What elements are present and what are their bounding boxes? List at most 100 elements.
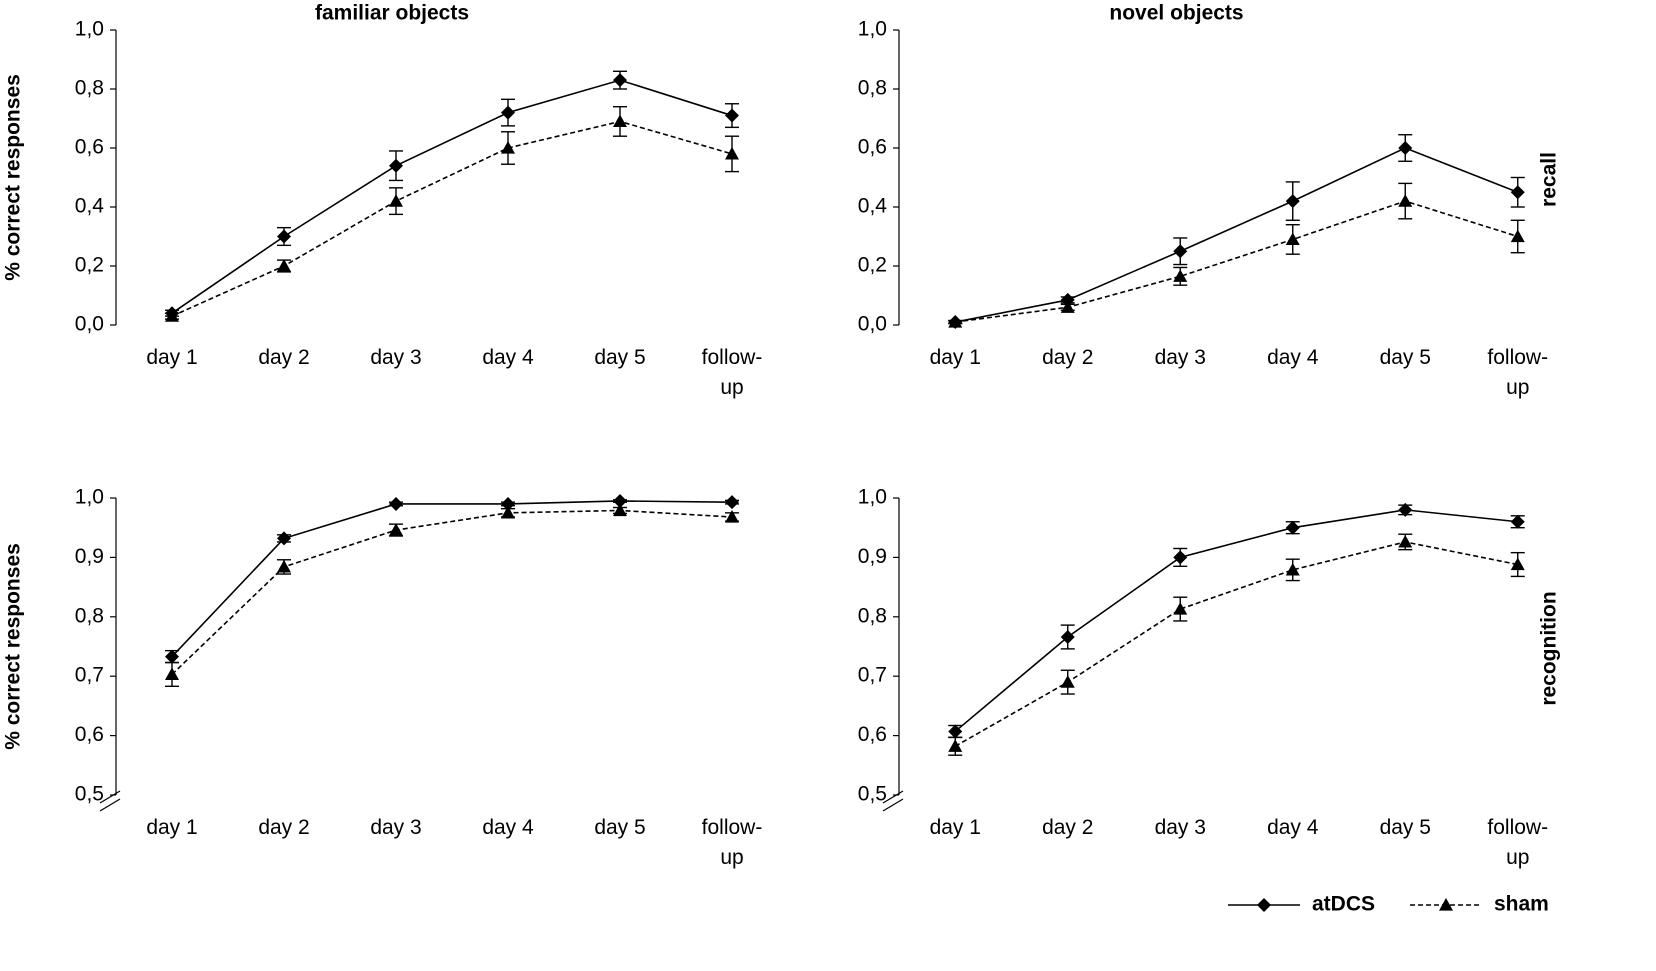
x-tick-label: day 5 bbox=[1379, 816, 1431, 839]
y-tick-label: 0,8 bbox=[75, 77, 104, 100]
axis-break bbox=[99, 798, 121, 812]
marker bbox=[1510, 557, 1525, 571]
marker bbox=[1398, 141, 1413, 155]
chart-title: familiar objects bbox=[315, 2, 469, 25]
series-line bbox=[171, 79, 733, 314]
marker bbox=[389, 523, 403, 536]
y-tick-label: 0,8 bbox=[858, 604, 887, 627]
x-tick-label: day 2 bbox=[258, 346, 310, 369]
marker bbox=[613, 503, 627, 517]
x-tick-label: day 5 bbox=[594, 346, 646, 369]
y-axis-label: % correct responses bbox=[2, 543, 25, 750]
axis-break bbox=[99, 790, 121, 804]
row-label: recognition bbox=[1538, 591, 1561, 705]
x-tick-label: day 4 bbox=[1267, 346, 1319, 369]
marker bbox=[389, 194, 403, 207]
marker bbox=[1510, 229, 1525, 243]
y-tick-label: 0,8 bbox=[75, 604, 104, 627]
marker bbox=[613, 114, 627, 128]
marker bbox=[165, 309, 179, 322]
marker bbox=[948, 315, 963, 328]
marker bbox=[613, 493, 627, 508]
y-tick-label: 1,0 bbox=[75, 18, 104, 41]
marker bbox=[1285, 520, 1300, 535]
marker bbox=[389, 496, 403, 511]
marker bbox=[501, 505, 515, 519]
y-tick-label: 0,6 bbox=[75, 723, 104, 746]
marker bbox=[1398, 194, 1413, 207]
series-line bbox=[955, 200, 1518, 323]
y-tick-label: 0,5 bbox=[858, 783, 887, 806]
y-tick-label: 0,9 bbox=[858, 545, 887, 568]
marker bbox=[1060, 300, 1075, 313]
series-line bbox=[954, 509, 1518, 733]
x-tick-label: day 3 bbox=[370, 816, 422, 839]
legend-label: sham bbox=[1494, 893, 1549, 916]
marker bbox=[1510, 185, 1525, 200]
series-line bbox=[171, 500, 733, 658]
x-tick-label: day 2 bbox=[1042, 346, 1094, 369]
marker bbox=[1285, 194, 1300, 209]
series-line bbox=[171, 509, 733, 675]
chart-title: novel objects bbox=[1109, 2, 1243, 25]
series-line bbox=[171, 120, 733, 317]
marker bbox=[165, 649, 179, 664]
y-tick-label: 0,2 bbox=[75, 254, 104, 277]
y-tick-label: 0,4 bbox=[858, 195, 888, 218]
y-tick-label: 0,0 bbox=[858, 313, 887, 336]
marker bbox=[948, 739, 963, 752]
marker bbox=[501, 105, 515, 120]
marker bbox=[1285, 562, 1300, 576]
marker bbox=[613, 73, 627, 88]
x-tick-label: day 4 bbox=[482, 346, 534, 369]
x-tick-label: day 5 bbox=[594, 816, 646, 839]
marker bbox=[1173, 244, 1188, 259]
marker bbox=[389, 158, 403, 173]
row-label: recall bbox=[1538, 152, 1561, 207]
y-tick-label: 0,6 bbox=[858, 136, 887, 159]
marker bbox=[948, 724, 963, 739]
y-tick-label: 1,0 bbox=[858, 18, 887, 41]
series-line bbox=[955, 147, 1519, 323]
marker bbox=[277, 229, 291, 244]
marker bbox=[725, 495, 739, 510]
legend-label: atDCS bbox=[1312, 893, 1375, 916]
y-tick-label: 1,0 bbox=[75, 486, 104, 509]
x-tick-label: day 3 bbox=[1154, 346, 1206, 369]
x-tick-label: follow-up bbox=[701, 816, 763, 869]
x-tick-label: day 3 bbox=[370, 346, 422, 369]
x-tick-label: follow-up bbox=[1487, 346, 1549, 399]
y-tick-label: 0,8 bbox=[858, 77, 887, 100]
marker bbox=[165, 667, 179, 681]
marker bbox=[277, 559, 291, 573]
marker bbox=[1285, 232, 1300, 246]
y-axis-label: % correct responses bbox=[2, 74, 25, 281]
marker bbox=[1060, 675, 1075, 688]
y-tick-label: 0,7 bbox=[858, 664, 887, 687]
x-tick-label: day 3 bbox=[1154, 816, 1206, 839]
x-tick-label: follow-up bbox=[1487, 816, 1549, 869]
marker bbox=[1398, 534, 1413, 548]
axis-break bbox=[882, 790, 904, 804]
marker bbox=[277, 259, 291, 272]
marker bbox=[1060, 292, 1075, 307]
y-tick-label: 0,6 bbox=[75, 136, 104, 159]
x-tick-label: day 1 bbox=[929, 816, 981, 839]
legend-marker bbox=[1439, 898, 1453, 911]
legend-marker bbox=[1257, 898, 1271, 912]
marker bbox=[277, 531, 291, 546]
series-line bbox=[954, 541, 1518, 747]
y-tick-label: 0,5 bbox=[75, 783, 104, 806]
x-tick-label: day 5 bbox=[1379, 346, 1431, 369]
x-tick-label: day 1 bbox=[146, 346, 198, 369]
x-tick-label: day 1 bbox=[929, 346, 981, 369]
marker bbox=[725, 146, 739, 160]
marker bbox=[725, 108, 739, 123]
y-tick-label: 1,0 bbox=[858, 486, 887, 509]
marker bbox=[501, 141, 515, 154]
x-tick-label: day 4 bbox=[1267, 816, 1319, 839]
y-tick-label: 0,0 bbox=[75, 313, 104, 336]
y-tick-label: 0,2 bbox=[858, 254, 887, 277]
